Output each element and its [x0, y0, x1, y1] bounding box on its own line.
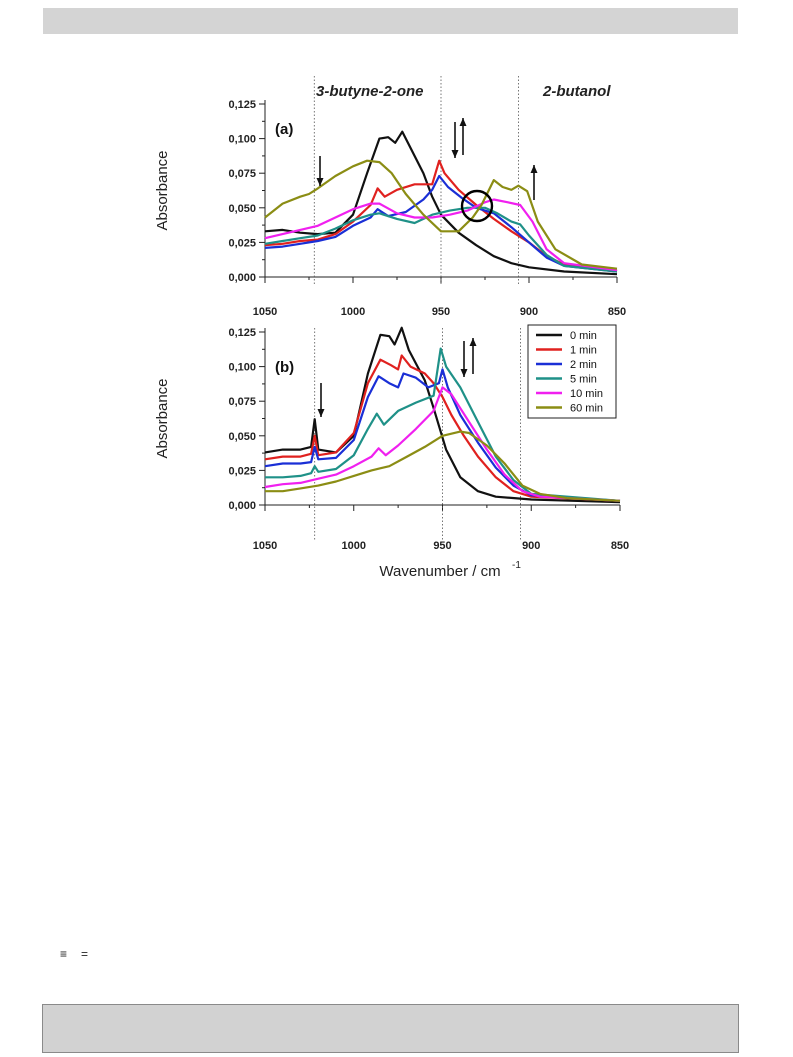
down-arrow-head — [451, 150, 459, 158]
panel-label: (a) — [275, 121, 293, 138]
series-line — [264, 326, 621, 504]
y-tick-label: 0,125 — [228, 327, 256, 339]
header-bar — [43, 8, 738, 34]
panel-label: (b) — [275, 359, 294, 376]
x-tick-label: 850 — [611, 540, 629, 552]
y-tick-label: 0,000 — [228, 272, 256, 284]
up-arrow-head — [469, 338, 477, 346]
y-axis-label: Absorbance — [154, 150, 171, 230]
series-line — [264, 198, 618, 272]
x-tick-label: 1000 — [341, 306, 365, 318]
legend-box — [527, 324, 617, 419]
x-tick-label: 950 — [433, 540, 451, 552]
isosbestic-circle — [460, 189, 494, 223]
y-tick-label: 0,050 — [228, 203, 256, 215]
series-line — [264, 386, 621, 502]
up-arrow-head — [530, 165, 538, 173]
series-line — [264, 354, 621, 502]
series-line — [264, 368, 621, 502]
panel-b: 0,000 0,025 0,050 0,075 0,100 0,125 1050 1000 95… — [154, 324, 629, 580]
y-tick-label: 0,075 — [228, 396, 256, 408]
x-tick-label: 950 — [432, 306, 450, 318]
legend-label: 60 min — [570, 403, 603, 415]
series-line — [265, 347, 621, 502]
double-bond-symbol: = — [81, 947, 103, 961]
legend-label: 5 min — [570, 374, 597, 386]
down-arrow-head — [317, 409, 325, 417]
series-line — [264, 159, 618, 273]
x-tick-label: 1050 — [253, 540, 277, 552]
series-line — [264, 174, 618, 273]
triple-bond-symbol: ≡ — [60, 947, 82, 961]
down-arrow-head — [460, 369, 468, 377]
panel-a: 0,000 0,025 0,050 0,075 0,100 0,125 1050 1000 95… — [154, 76, 626, 318]
x-tick-label: 900 — [520, 306, 538, 318]
x-tick-label: 1050 — [253, 306, 277, 318]
legend-label: 2 min — [570, 359, 597, 371]
series-line — [265, 430, 621, 502]
y-tick-label: 0,100 — [228, 134, 256, 146]
legend-label: 0 min — [570, 330, 597, 342]
footer-box — [42, 1004, 739, 1053]
y-tick-label: 0,000 — [228, 500, 256, 512]
x-tick-label: 850 — [608, 306, 626, 318]
y-tick-label: 0,100 — [228, 362, 256, 374]
y-axis-label: Absorbance — [154, 378, 171, 458]
series-line — [264, 130, 618, 276]
y-tick-label: 0,050 — [228, 431, 256, 443]
y-tick-label: 0,075 — [228, 168, 256, 180]
annotation-right: 2-butanol — [542, 83, 611, 100]
legend-label: 1 min — [570, 345, 597, 357]
symbol-line: ≡= — [60, 947, 102, 961]
y-tick-label: 0,025 — [228, 465, 256, 477]
down-arrow-head — [316, 178, 324, 186]
legend-label: 10 min — [570, 388, 603, 400]
up-arrow-head — [459, 118, 467, 126]
x-axis-label: Wavenumber / cm — [379, 563, 500, 580]
series-line — [264, 159, 618, 270]
x-axis-label-superscript: -1 — [512, 560, 521, 571]
y-tick-label: 0,025 — [228, 237, 256, 249]
x-tick-label: 1000 — [342, 540, 366, 552]
y-tick-label: 0,125 — [228, 99, 256, 111]
series-line — [264, 206, 618, 273]
annotation-left: 3-butyne-2-one — [316, 83, 424, 100]
x-tick-label: 900 — [522, 540, 540, 552]
